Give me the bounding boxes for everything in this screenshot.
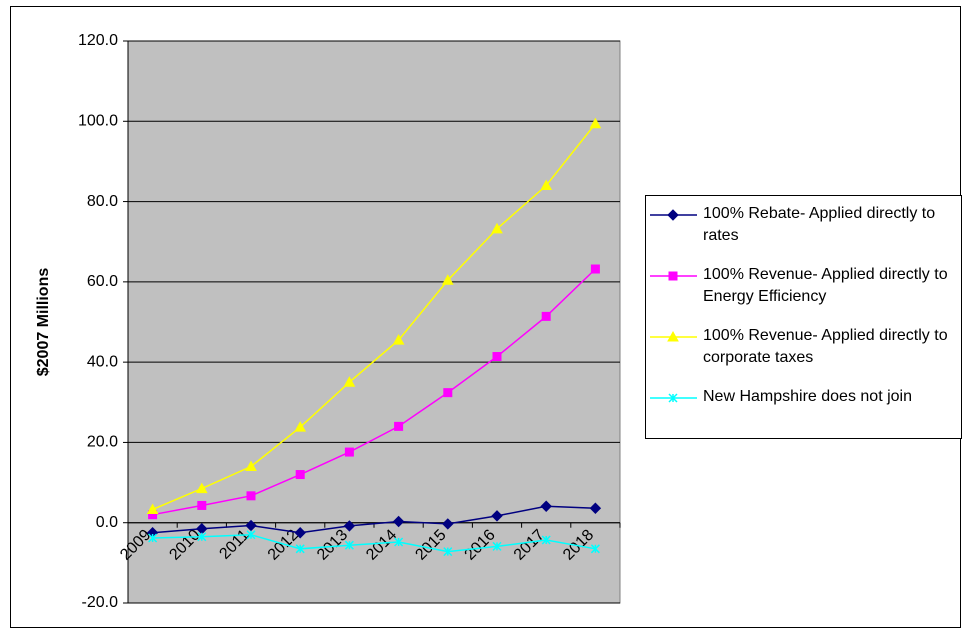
marker <box>668 393 678 403</box>
marker <box>148 533 158 543</box>
marker <box>667 330 679 342</box>
marker <box>491 510 503 522</box>
marker <box>394 421 404 431</box>
y-tick-label: 100.0 <box>78 113 118 130</box>
marker <box>443 388 453 398</box>
marker <box>195 482 208 494</box>
marker <box>392 515 405 528</box>
marker <box>668 271 678 281</box>
series-line <box>152 534 596 553</box>
legend-item: New Hampshire does not join <box>703 388 912 405</box>
marker <box>443 547 453 557</box>
marker <box>442 518 454 530</box>
y-tick-label: 0.0 <box>96 514 118 531</box>
marker <box>590 264 600 274</box>
y-tick-label: -20.0 <box>82 594 119 611</box>
series-line <box>152 123 596 511</box>
marker <box>392 334 405 345</box>
marker <box>197 532 207 542</box>
y-tick-label: 120.0 <box>78 32 118 49</box>
marker <box>590 544 600 554</box>
marker <box>146 503 159 514</box>
legend-item: 100% Revenue- Applied directly to corpor… <box>703 327 948 366</box>
marker <box>492 541 502 551</box>
marker <box>541 311 551 321</box>
marker <box>540 500 552 512</box>
marker <box>343 376 356 387</box>
marker <box>541 535 551 545</box>
marker <box>441 274 454 285</box>
y-tick-label: 80.0 <box>87 193 118 210</box>
marker <box>294 527 306 539</box>
marker <box>245 460 257 472</box>
marker <box>295 470 305 480</box>
marker <box>589 117 602 129</box>
marker <box>246 491 256 501</box>
series-line <box>152 268 596 516</box>
marker <box>491 222 503 234</box>
marker <box>667 209 679 221</box>
marker <box>492 352 502 362</box>
marker <box>589 502 602 514</box>
marker <box>344 447 354 457</box>
legend-box <box>645 195 962 439</box>
y-tick-label: 40.0 <box>87 353 118 370</box>
y-tick-label: 60.0 <box>87 273 118 290</box>
marker <box>344 540 354 550</box>
legend-item: 100% Revenue- Applied directly to Energy… <box>703 266 948 305</box>
marker <box>246 530 256 540</box>
marker <box>294 421 307 432</box>
marker <box>245 519 257 532</box>
marker <box>295 544 305 554</box>
y-axis-label: $2007 Millions <box>35 268 52 377</box>
marker <box>540 179 553 191</box>
marker <box>197 500 207 510</box>
legend-item: 100% Rebate- Applied directly to rates <box>703 205 936 244</box>
series-line <box>152 505 596 534</box>
plot-area <box>127 40 621 604</box>
y-tick-label: 20.0 <box>87 434 118 451</box>
marker <box>343 520 356 532</box>
marker <box>394 537 404 547</box>
